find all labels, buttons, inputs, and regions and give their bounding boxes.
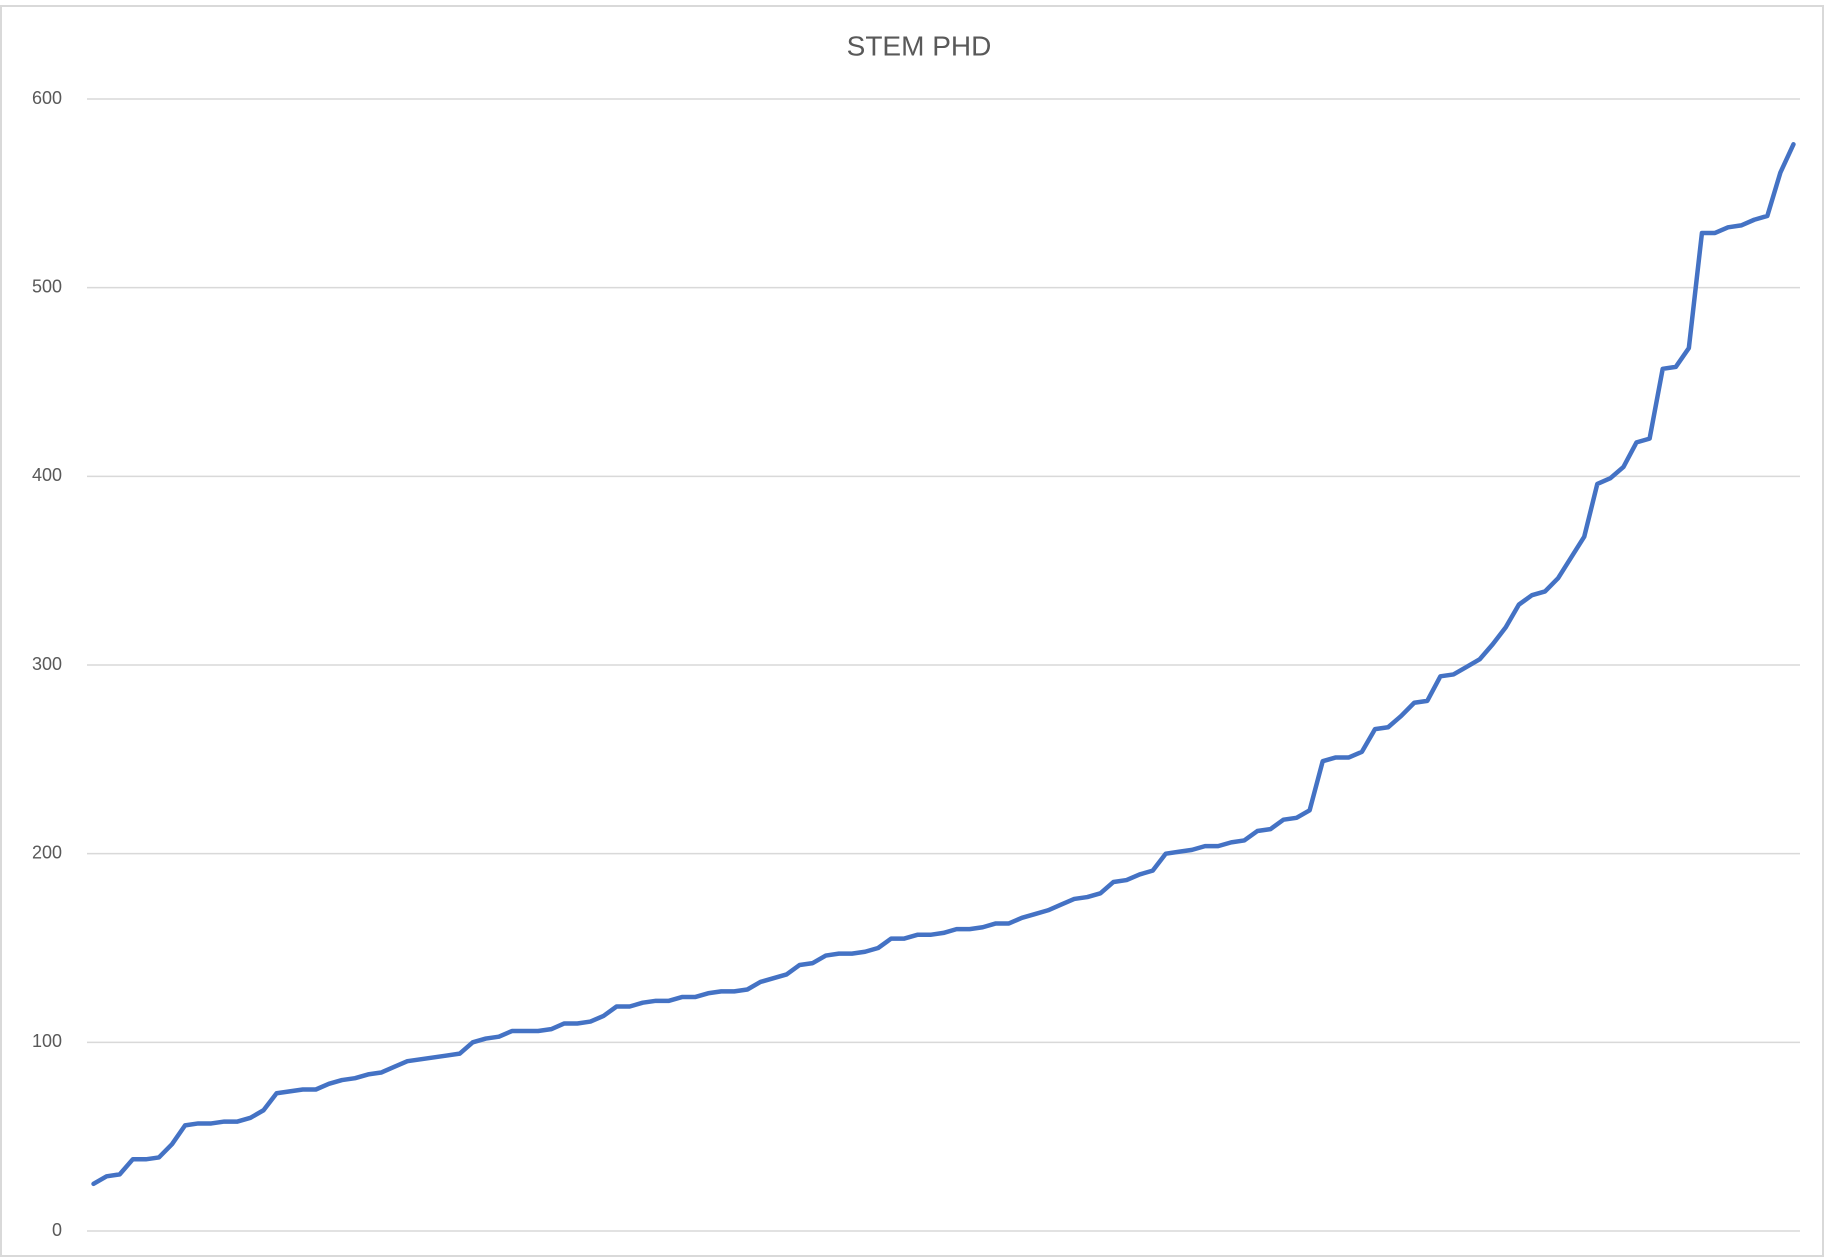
y-tick-label: 500: [32, 276, 62, 296]
y-tick-label: 100: [32, 1031, 62, 1051]
y-tick-label: 300: [32, 654, 62, 674]
chart-title: STEM PHD: [847, 30, 992, 61]
y-tick-label: 200: [32, 842, 62, 862]
chart-border: [0, 5, 1824, 1257]
y-tick-label: 0: [52, 1220, 62, 1240]
y-tick-label: 400: [32, 465, 62, 485]
y-tick-label: 600: [32, 88, 62, 108]
data-line: [91, 142, 1796, 1187]
